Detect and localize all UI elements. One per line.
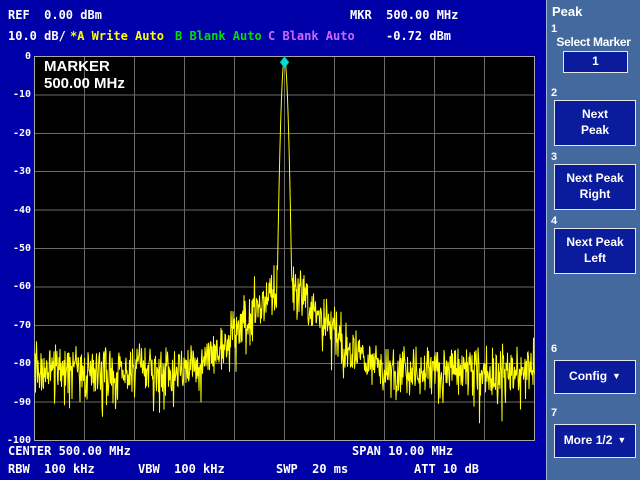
trace-c-status: C Blank Auto [268, 29, 355, 43]
softkey-label-select-marker: Select Marker [556, 35, 631, 49]
softkey-number: 3 [551, 151, 558, 163]
y-axis-label: -30 [12, 166, 31, 178]
softkey-number: 2 [551, 87, 558, 99]
softkey-more-1-2[interactable]: More 1/2 ▼ [554, 424, 636, 458]
softkey-slot-3: 3 Next Peak Right [547, 150, 640, 214]
amplitude-scale-readout: 10.0 dB/ [8, 29, 66, 43]
softkey-next-peak-left[interactable]: Next Peak Left [554, 228, 636, 274]
softkey-label-next-peak: Next Peak [580, 107, 610, 137]
softkey-slot-4: 4 Next Peak Left [547, 214, 640, 278]
attenuation-readout: ATT 10 dB [414, 462, 480, 476]
softkey-number: 1 [551, 23, 558, 35]
softkey-config[interactable]: Config ▼ [554, 360, 636, 394]
y-axis-label: -40 [12, 204, 31, 216]
softkey-slot-6: 6 Config ▼ [547, 342, 640, 406]
span-readout: SPAN 10.00 MHz [352, 444, 454, 458]
vbw-readout: VBW 100 kHz [138, 462, 225, 476]
graticule [34, 56, 535, 441]
softkey-label-more-1-2: More 1/2 [563, 433, 613, 448]
y-axis-label: -50 [12, 243, 31, 254]
center-frequency-readout: CENTER 500.00 MHz [8, 444, 131, 458]
softkey-slot-blank [547, 278, 640, 342]
softkey-list: 1 Select Marker 1 2 Next Peak 3 Next Peak Righ… [547, 22, 640, 470]
sweep-time-readout: SWP 20 ms [276, 462, 349, 476]
softkey-panel: Peak 1 Select Marker 1 2 Next Peak 3 Next Peak… [546, 0, 640, 480]
marker-readout: MARKER 500.00 MHz [44, 58, 125, 93]
softkey-slot-1: 1 Select Marker 1 [547, 22, 640, 86]
marker-readout-frequency: 500.00 MHz [44, 75, 125, 93]
y-axis-label: -80 [12, 358, 31, 370]
y-axis-label: -90 [12, 396, 31, 408]
y-axis-label: -100 [6, 435, 31, 446]
softkey-menu-title: Peak [552, 4, 583, 19]
softkey-slot-7: 7 More 1/2 ▼ [547, 406, 640, 470]
softkey-next-peak-right[interactable]: Next Peak Right [554, 164, 636, 210]
softkey-label-next-peak-right: Next Peak Right [566, 171, 624, 201]
y-axis-label: -20 [12, 127, 31, 139]
marker-diamond-icon [279, 56, 290, 69]
softkey-label-next-peak-left: Next Peak Left [566, 235, 624, 265]
softkey-slot-2: 2 Next Peak [547, 86, 640, 150]
softkey-number: 4 [551, 215, 558, 227]
spectrum-plot [34, 56, 535, 441]
trace-b-status: B Blank Auto [175, 29, 262, 43]
softkey-select-marker[interactable]: 1 [563, 51, 628, 73]
marker-frequency-readout: MKR 500.00 MHz [350, 8, 459, 22]
chevron-down-icon: ▼ [612, 371, 621, 382]
rbw-readout: RBW 100 kHz [8, 462, 95, 476]
ref-level-readout: REF 0.00 dBm [8, 8, 102, 22]
marker-readout-title: MARKER [44, 58, 110, 75]
trace-a-status: *A Write Auto [70, 29, 164, 43]
marker-amplitude-readout: -0.72 dBm [386, 29, 452, 43]
chevron-down-icon: ▼ [617, 435, 627, 446]
y-axis-label: -60 [12, 281, 31, 293]
softkey-number: 7 [551, 407, 558, 419]
y-axis-label: -70 [12, 319, 31, 331]
y-axis-labels: 0 -10 -20 -30 -40 -50 -60 -70 -80 -90 -100 [0, 0, 32, 480]
softkey-next-peak[interactable]: Next Peak [554, 100, 636, 146]
softkey-label-config: Config [569, 369, 608, 384]
y-axis-label: 0 [24, 51, 31, 62]
y-axis-label: -10 [12, 89, 31, 101]
softkey-number: 6 [551, 343, 558, 355]
